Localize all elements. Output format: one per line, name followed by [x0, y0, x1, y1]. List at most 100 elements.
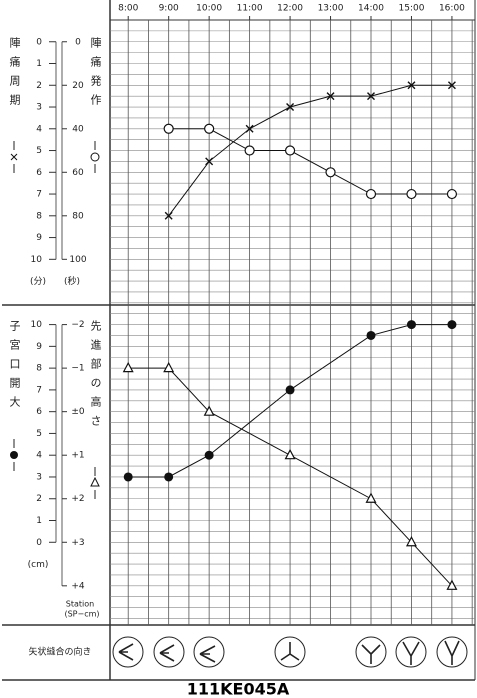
- y2-tick-label: 100: [69, 255, 86, 265]
- data-point: [405, 535, 417, 547]
- triangle-marker: [405, 535, 417, 547]
- triangle-marker: [163, 361, 175, 373]
- triangle-marker: [365, 492, 377, 503]
- circle-marker: [365, 188, 377, 200]
- y-tick-label: 3: [36, 472, 42, 482]
- x-tick-label: 13:00: [318, 4, 344, 14]
- triangle-marker: [284, 448, 296, 460]
- cross-marker: [245, 124, 254, 133]
- legend-label: 子宮口開大: [8, 320, 21, 415]
- data-point: [284, 145, 296, 156]
- x-tick-label: 12:00: [277, 4, 303, 14]
- dot-marker: [406, 320, 416, 330]
- x-tick-label: 16:00: [439, 4, 465, 14]
- cross-marker: [407, 81, 416, 90]
- data-point: [204, 123, 215, 134]
- data-point: [446, 579, 458, 590]
- data-point: [326, 92, 335, 101]
- data-point: [406, 188, 417, 200]
- data-point: [366, 330, 376, 340]
- y-tick-label: 3: [36, 103, 42, 113]
- dot-marker: [123, 472, 133, 482]
- data-point: [244, 145, 255, 156]
- y-tick-label: 6: [36, 168, 42, 178]
- data-point: [285, 385, 295, 395]
- frame: [2, 0, 476, 681]
- data-point: [284, 448, 296, 460]
- footer-code: 111KE045A: [187, 680, 290, 698]
- circle-marker: [284, 145, 296, 156]
- legend-label: 陣痛周期: [8, 37, 21, 113]
- x-tick-label: 15:00: [399, 4, 425, 14]
- y-tick-label: 10: [31, 255, 43, 265]
- suture-label: 矢状縫合の向き: [28, 646, 91, 658]
- y2-tick-label: −1: [71, 364, 84, 374]
- data-point: [365, 188, 377, 200]
- y-tick-label: 4: [36, 124, 42, 134]
- y2-axis-unit-sub: (SP−cm): [64, 610, 99, 619]
- y2-tick-label: 0: [75, 37, 81, 47]
- y-tick-label: 6: [36, 407, 42, 417]
- y-tick-label: 0: [36, 538, 42, 548]
- circle-marker: [244, 145, 255, 156]
- legend-marker: [10, 141, 18, 173]
- x-tick-label: 11:00: [237, 4, 263, 14]
- data-point: [163, 361, 175, 373]
- y-tick-label: 5: [36, 429, 42, 439]
- cross-marker: [205, 157, 214, 166]
- dot-marker: [285, 385, 295, 395]
- data-point: [123, 472, 133, 482]
- circle-marker: [163, 123, 174, 134]
- triangle-marker: [90, 476, 100, 487]
- y2-tick-label: 60: [72, 168, 84, 178]
- y-tick-label: 5: [36, 146, 42, 156]
- circle-marker: [90, 152, 100, 162]
- triangle-marker: [446, 579, 458, 590]
- y2-tick-label: 40: [72, 124, 84, 134]
- dot-marker: [204, 450, 214, 460]
- y2-tick-label: 20: [72, 81, 84, 91]
- series-line: [168, 84, 452, 217]
- cross-marker: [447, 81, 456, 90]
- y-axis-unit: (cm): [28, 560, 49, 570]
- y-tick-label: 7: [36, 385, 42, 395]
- circle-marker: [446, 188, 458, 200]
- y-tick-label: 9: [36, 342, 42, 352]
- data-point: [286, 103, 295, 112]
- y2-tick-label: ±0: [71, 407, 85, 417]
- data-point: [365, 492, 377, 503]
- legend-marker: [10, 439, 18, 471]
- y2-tick-label: +2: [71, 494, 84, 504]
- data-point: [164, 472, 174, 482]
- data-point: [163, 123, 174, 134]
- data-point: [164, 211, 173, 220]
- y-tick-label: 4: [36, 451, 42, 461]
- data-point: [204, 450, 214, 460]
- cross-marker: [367, 92, 375, 101]
- y2-tick-label: +1: [71, 451, 84, 461]
- circle-marker: [325, 167, 336, 178]
- legend-label: 陣痛発作: [89, 37, 102, 113]
- y2-tick-label: +3: [71, 538, 84, 548]
- data-point: [205, 157, 214, 166]
- legend-marker: [90, 467, 100, 499]
- y-tick-label: 2: [36, 81, 42, 91]
- cross-marker: [326, 92, 335, 101]
- suture-icons: [112, 636, 468, 668]
- legend-marker: [90, 141, 100, 173]
- y2-axis-unit: (秒): [64, 275, 80, 287]
- data-point: [367, 92, 375, 101]
- x-tick-label: 9:00: [159, 4, 179, 14]
- series-line: [168, 128, 452, 195]
- data-point: [447, 81, 456, 90]
- y2-axis-unit: Station: [66, 600, 94, 609]
- data-point: [447, 320, 457, 330]
- y-tick-label: 8: [36, 364, 42, 374]
- cross-marker: [10, 153, 18, 161]
- y-tick-label: 8: [36, 211, 42, 221]
- data-point: [122, 361, 134, 373]
- dot-marker: [164, 472, 174, 482]
- x-tick-label: 10:00: [196, 4, 222, 14]
- dot-marker: [366, 330, 376, 340]
